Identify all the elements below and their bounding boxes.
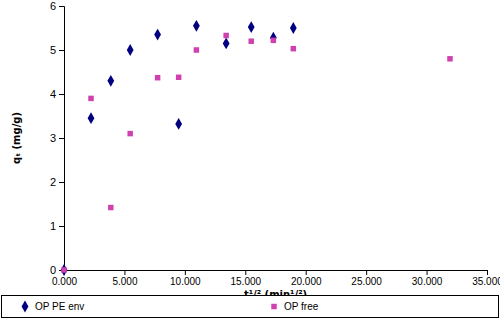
series xyxy=(61,33,452,273)
point xyxy=(88,96,93,101)
y-tick: 5 xyxy=(50,44,64,56)
point xyxy=(248,21,255,33)
y-tick-label: 2 xyxy=(50,176,56,188)
point xyxy=(61,264,68,276)
point xyxy=(108,205,113,210)
x-tick: 30.000 xyxy=(412,270,443,287)
x-tick: 15.000 xyxy=(230,270,261,287)
x-tick-mark xyxy=(366,270,367,275)
x-tick-mark xyxy=(487,270,488,275)
point xyxy=(107,75,114,87)
x-tick-label: 5.000 xyxy=(112,276,137,287)
y-tick: 1 xyxy=(50,220,64,232)
x-tick-mark xyxy=(185,270,186,275)
x-tick-label: 25.000 xyxy=(351,276,382,287)
x-tick-mark xyxy=(124,270,125,275)
y-tick-mark xyxy=(59,94,64,95)
x-tick: 5.000 xyxy=(112,270,137,287)
point xyxy=(291,46,296,51)
y-axis: 0 1 2 3 4 5 6 xyxy=(50,0,65,276)
point xyxy=(88,112,95,124)
x-tick-mark xyxy=(306,270,307,275)
point xyxy=(61,267,66,272)
y-tick-label: 6 xyxy=(50,0,56,12)
point xyxy=(127,131,132,136)
point xyxy=(447,56,452,61)
y-tick: 6 xyxy=(50,0,64,12)
legend: OP PE env OP free xyxy=(2,296,499,318)
y-tick-label: 1 xyxy=(50,220,56,232)
point xyxy=(270,32,277,44)
x-tick-mark xyxy=(245,270,246,275)
point xyxy=(193,20,200,32)
x-tick-label: 30.000 xyxy=(412,276,443,287)
y-tick-label: 4 xyxy=(50,88,56,100)
y-tick-label: 0 xyxy=(50,264,56,276)
point xyxy=(155,75,160,80)
point xyxy=(248,38,253,43)
x-tick: 20.000 xyxy=(291,270,322,287)
y-axis-line xyxy=(59,7,65,271)
y-tick-mark xyxy=(59,6,64,7)
point xyxy=(223,33,228,38)
point xyxy=(175,118,182,130)
chart: 0.000 5.000 10.000 15.000 20.000 25.000 30.000… xyxy=(0,0,500,319)
plot: 0.000 5.000 10.000 15.000 20.000 25.000 30.000… xyxy=(11,0,500,300)
y-tick: 2 xyxy=(50,176,64,188)
x-tick-label: 35.000 xyxy=(472,276,500,287)
x-tick-label: 10.000 xyxy=(170,276,201,287)
legend-marker xyxy=(271,304,276,309)
point xyxy=(223,38,230,50)
legend-label: OP PE env xyxy=(35,301,84,312)
x-axis-line xyxy=(65,271,488,276)
point xyxy=(127,44,134,56)
x-tick: 10.000 xyxy=(170,270,201,287)
y-tick-mark xyxy=(59,50,64,51)
x-tick: 25.000 xyxy=(351,270,382,287)
x-axis: 0.000 5.000 10.000 15.000 20.000 25.000 30.000… xyxy=(52,270,500,287)
legend-label: OP free xyxy=(284,301,319,312)
y-tick-label: 3 xyxy=(50,132,56,144)
y-tick: 3 xyxy=(50,132,64,144)
point xyxy=(271,38,276,43)
y-tick-mark xyxy=(59,138,64,139)
point xyxy=(154,29,161,41)
y-tick-mark xyxy=(59,182,64,183)
x-tick: 35.000 xyxy=(472,270,500,287)
point xyxy=(176,75,181,80)
y-tick: 4 xyxy=(50,88,64,100)
y-tick-label: 5 xyxy=(50,44,56,56)
x-tick-label: 0.000 xyxy=(52,276,77,287)
legend-marker xyxy=(22,301,29,313)
points xyxy=(61,20,453,276)
point xyxy=(194,47,199,52)
series xyxy=(61,20,297,276)
point xyxy=(290,22,297,34)
legend-box xyxy=(2,296,499,318)
x-tick-label: 15.000 xyxy=(230,276,261,287)
y-tick-mark xyxy=(59,226,64,227)
y-axis-title: qₜ (mg/g) xyxy=(11,112,22,164)
x-tick-mark xyxy=(427,270,428,275)
x-tick-label: 20.000 xyxy=(291,276,322,287)
